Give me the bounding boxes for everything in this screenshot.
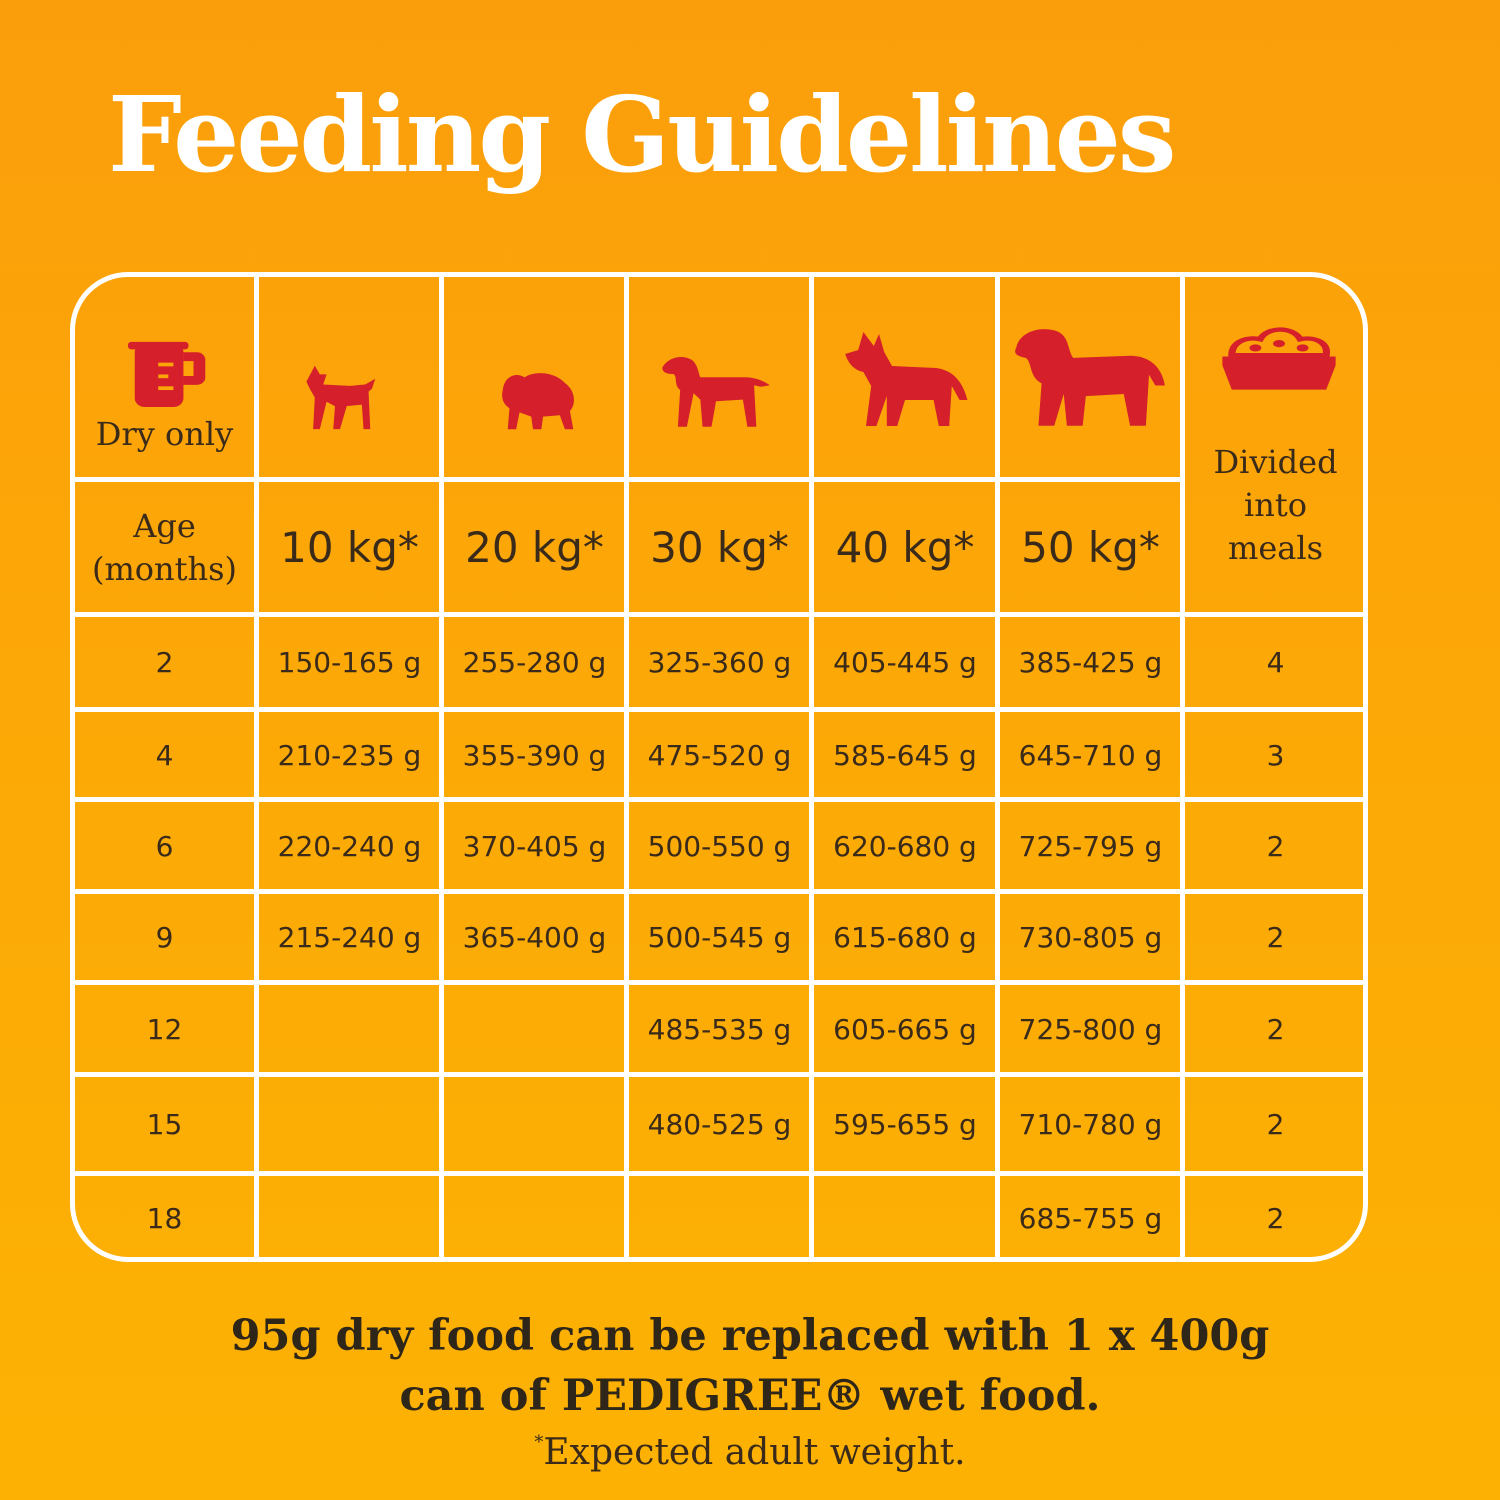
amount-cell: 605-665 g	[833, 1012, 977, 1046]
age-cell: 15	[146, 1108, 183, 1141]
weight-header-5: 50 kg*	[1021, 523, 1160, 572]
weight-header-4: 40 kg*	[835, 523, 975, 572]
amount-cell	[257, 983, 442, 1075]
amount-cell	[257, 1174, 442, 1262]
meals-cell: 2	[1266, 829, 1285, 863]
amount-cell: 615-680 g	[833, 921, 977, 954]
amount-cell: 585-645 g	[833, 738, 977, 772]
grid-hline	[70, 1072, 1368, 1077]
grid-hline	[70, 889, 1368, 894]
meals-cell: 2	[1266, 921, 1285, 954]
age-cell: 12	[146, 1012, 183, 1046]
large-dog-icon	[1010, 324, 1168, 430]
amount-cell: 355-390 g	[462, 738, 607, 772]
dry-only-label: Dry only	[95, 415, 234, 453]
weight-header-2: 20 kg*	[465, 523, 604, 572]
food-bowl-icon	[1220, 322, 1338, 394]
grid-vline	[1180, 272, 1185, 1262]
divided-into-meals-label: Divided into meals	[1213, 442, 1338, 567]
measuring-jug-icon	[128, 336, 212, 410]
small-dog-icon	[298, 360, 382, 432]
amount-cell	[627, 1174, 812, 1262]
amount-cell: 725-795 g	[1018, 829, 1163, 863]
amount-cell: 620-680 g	[833, 829, 977, 863]
amount-cell: 500-550 g	[647, 829, 792, 863]
amount-cell	[257, 1075, 442, 1174]
grid-vline	[439, 272, 444, 1262]
amount-cell: 255-280 g	[462, 646, 607, 679]
weight-header-1: 10 kg*	[280, 523, 419, 572]
age-cell: 4	[155, 738, 174, 772]
amount-cell: 210-235 g	[277, 738, 422, 772]
setter-dog-icon	[660, 350, 772, 430]
amount-cell: 595-655 g	[833, 1108, 977, 1141]
amount-cell: 710-780 g	[1018, 1108, 1163, 1141]
amount-cell: 405-445 g	[833, 646, 977, 679]
amount-cell	[442, 1075, 627, 1174]
footer-line-2: can of PEDIGREE® wet food.	[399, 1371, 1101, 1421]
amount-cell: 385-425 g	[1018, 646, 1163, 679]
age-months-label: Age (months)	[91, 506, 238, 588]
amount-cell: 220-240 g	[277, 829, 422, 863]
amount-cell: 365-400 g	[462, 921, 607, 954]
age-cell: 2	[155, 646, 174, 679]
amount-cell	[442, 1174, 627, 1262]
meals-cell: 3	[1266, 738, 1285, 772]
amount-cell: 150-165 g	[277, 646, 422, 679]
amount-cell: 480-525 g	[647, 1108, 792, 1141]
age-cell: 9	[155, 921, 174, 954]
meals-cell: 2	[1266, 1012, 1285, 1046]
grid-vline	[624, 272, 629, 1262]
amount-cell: 370-405 g	[462, 829, 607, 863]
grid-hline	[70, 612, 1368, 617]
page-title: Feeding Guidelines	[108, 73, 1176, 196]
amount-cell: 730-805 g	[1018, 921, 1163, 954]
grid-hline	[70, 797, 1368, 802]
meals-cell: 2	[1266, 1108, 1285, 1141]
amount-cell	[442, 983, 627, 1075]
amount-cell: 215-240 g	[277, 921, 422, 954]
grid-vline	[254, 272, 259, 1262]
weight-header-3: 30 kg*	[650, 523, 789, 572]
grid-hline	[70, 477, 1183, 482]
age-cell: 6	[155, 829, 174, 863]
amount-cell: 725-800 g	[1018, 1012, 1163, 1046]
footer-line-1: 95g dry food can be replaced with 1 x 40…	[230, 1311, 1270, 1361]
age-cell: 18	[146, 1201, 183, 1235]
meals-cell: 2	[1266, 1201, 1285, 1235]
meals-cell: 4	[1266, 646, 1285, 679]
table-frame	[70, 272, 1368, 1262]
amount-cell: 475-520 g	[647, 738, 792, 772]
amount-cell	[812, 1174, 998, 1262]
amount-cell: 645-710 g	[1018, 738, 1163, 772]
grid-vline	[995, 272, 1000, 1262]
amount-cell: 485-535 g	[647, 1012, 792, 1046]
grid-hline	[70, 1171, 1368, 1176]
footer-note: *Expected adult weight.	[0, 1432, 1500, 1473]
medium-dog-icon	[496, 362, 580, 432]
footer-replacement-text: 95g dry food can be replaced with 1 x 40…	[0, 1306, 1500, 1426]
shepherd-dog-icon	[840, 330, 970, 430]
grid-hline	[70, 707, 1368, 712]
amount-cell: 500-545 g	[647, 921, 792, 954]
note-asterisk: *	[534, 1432, 544, 1453]
amount-cell: 325-360 g	[647, 646, 792, 679]
amount-cell: 685-755 g	[1018, 1201, 1163, 1235]
grid-hline	[70, 980, 1368, 985]
grid-vline	[809, 272, 814, 1262]
note-text: Expected adult weight.	[543, 1432, 966, 1473]
